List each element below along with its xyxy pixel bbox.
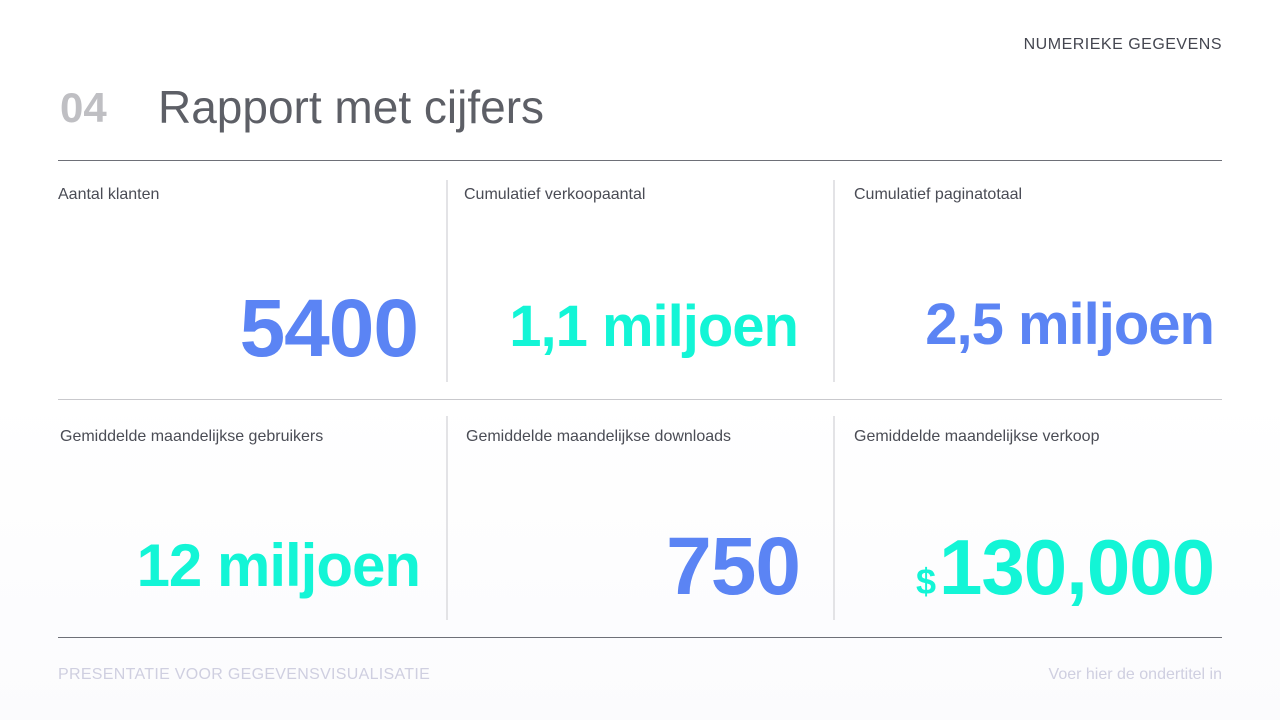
slide-number: 04 xyxy=(60,84,107,131)
middle-divider xyxy=(58,399,1222,400)
section-tag: NUMERIEKE GEGEVENS xyxy=(1023,36,1222,53)
footer-subtitle: Voer hier de ondertitel in xyxy=(1048,666,1222,683)
bottom-divider xyxy=(58,637,1222,638)
footer-presentation-title: PRESENTATIE VOOR GEGEVENSVISUALISATIE xyxy=(58,666,431,683)
stat-cumulative-sales: Cumulatief verkoopaantal 1,1 miljoen xyxy=(464,186,799,376)
stat-value-number: 130,000 xyxy=(939,523,1215,611)
stat-label: Gemiddelde maandelijkse gebruikers xyxy=(60,428,324,445)
stat-label: Aantal klanten xyxy=(58,186,160,203)
stat-label: Gemiddelde maandelijkse verkoop xyxy=(854,428,1100,445)
stat-value: 1,1 miljoen xyxy=(509,294,799,359)
stat-monthly-revenue: Gemiddelde maandelijkse verkoop $130,000 xyxy=(854,428,1215,618)
stat-value: 5400 xyxy=(239,283,419,374)
stat-value: 12 miljoen xyxy=(136,532,421,599)
top-divider xyxy=(58,160,1222,161)
column-divider xyxy=(833,180,835,382)
column-divider xyxy=(446,416,448,620)
stat-label: Cumulatief paginatotaal xyxy=(854,186,1023,203)
stat-label: Gemiddelde maandelijkse downloads xyxy=(466,428,732,445)
stat-cumulative-pages: Cumulatief paginatotaal 2,5 miljoen xyxy=(854,186,1215,376)
currency-symbol: $ xyxy=(916,561,936,602)
stat-value: $130,000 xyxy=(916,528,1215,606)
stat-customers: Aantal klanten 5400 xyxy=(58,186,419,376)
column-divider xyxy=(833,416,835,620)
slide-title: Rapport met cijfers xyxy=(158,81,545,133)
column-divider xyxy=(446,180,448,382)
stat-monthly-downloads: Gemiddelde maandelijkse downloads 750 xyxy=(466,428,801,618)
stat-monthly-users: Gemiddelde maandelijkse gebruikers 12 mi… xyxy=(60,428,421,618)
stat-label: Cumulatief verkoopaantal xyxy=(464,186,646,203)
stat-value: 2,5 miljoen xyxy=(925,292,1215,357)
stat-value: 750 xyxy=(666,521,801,612)
